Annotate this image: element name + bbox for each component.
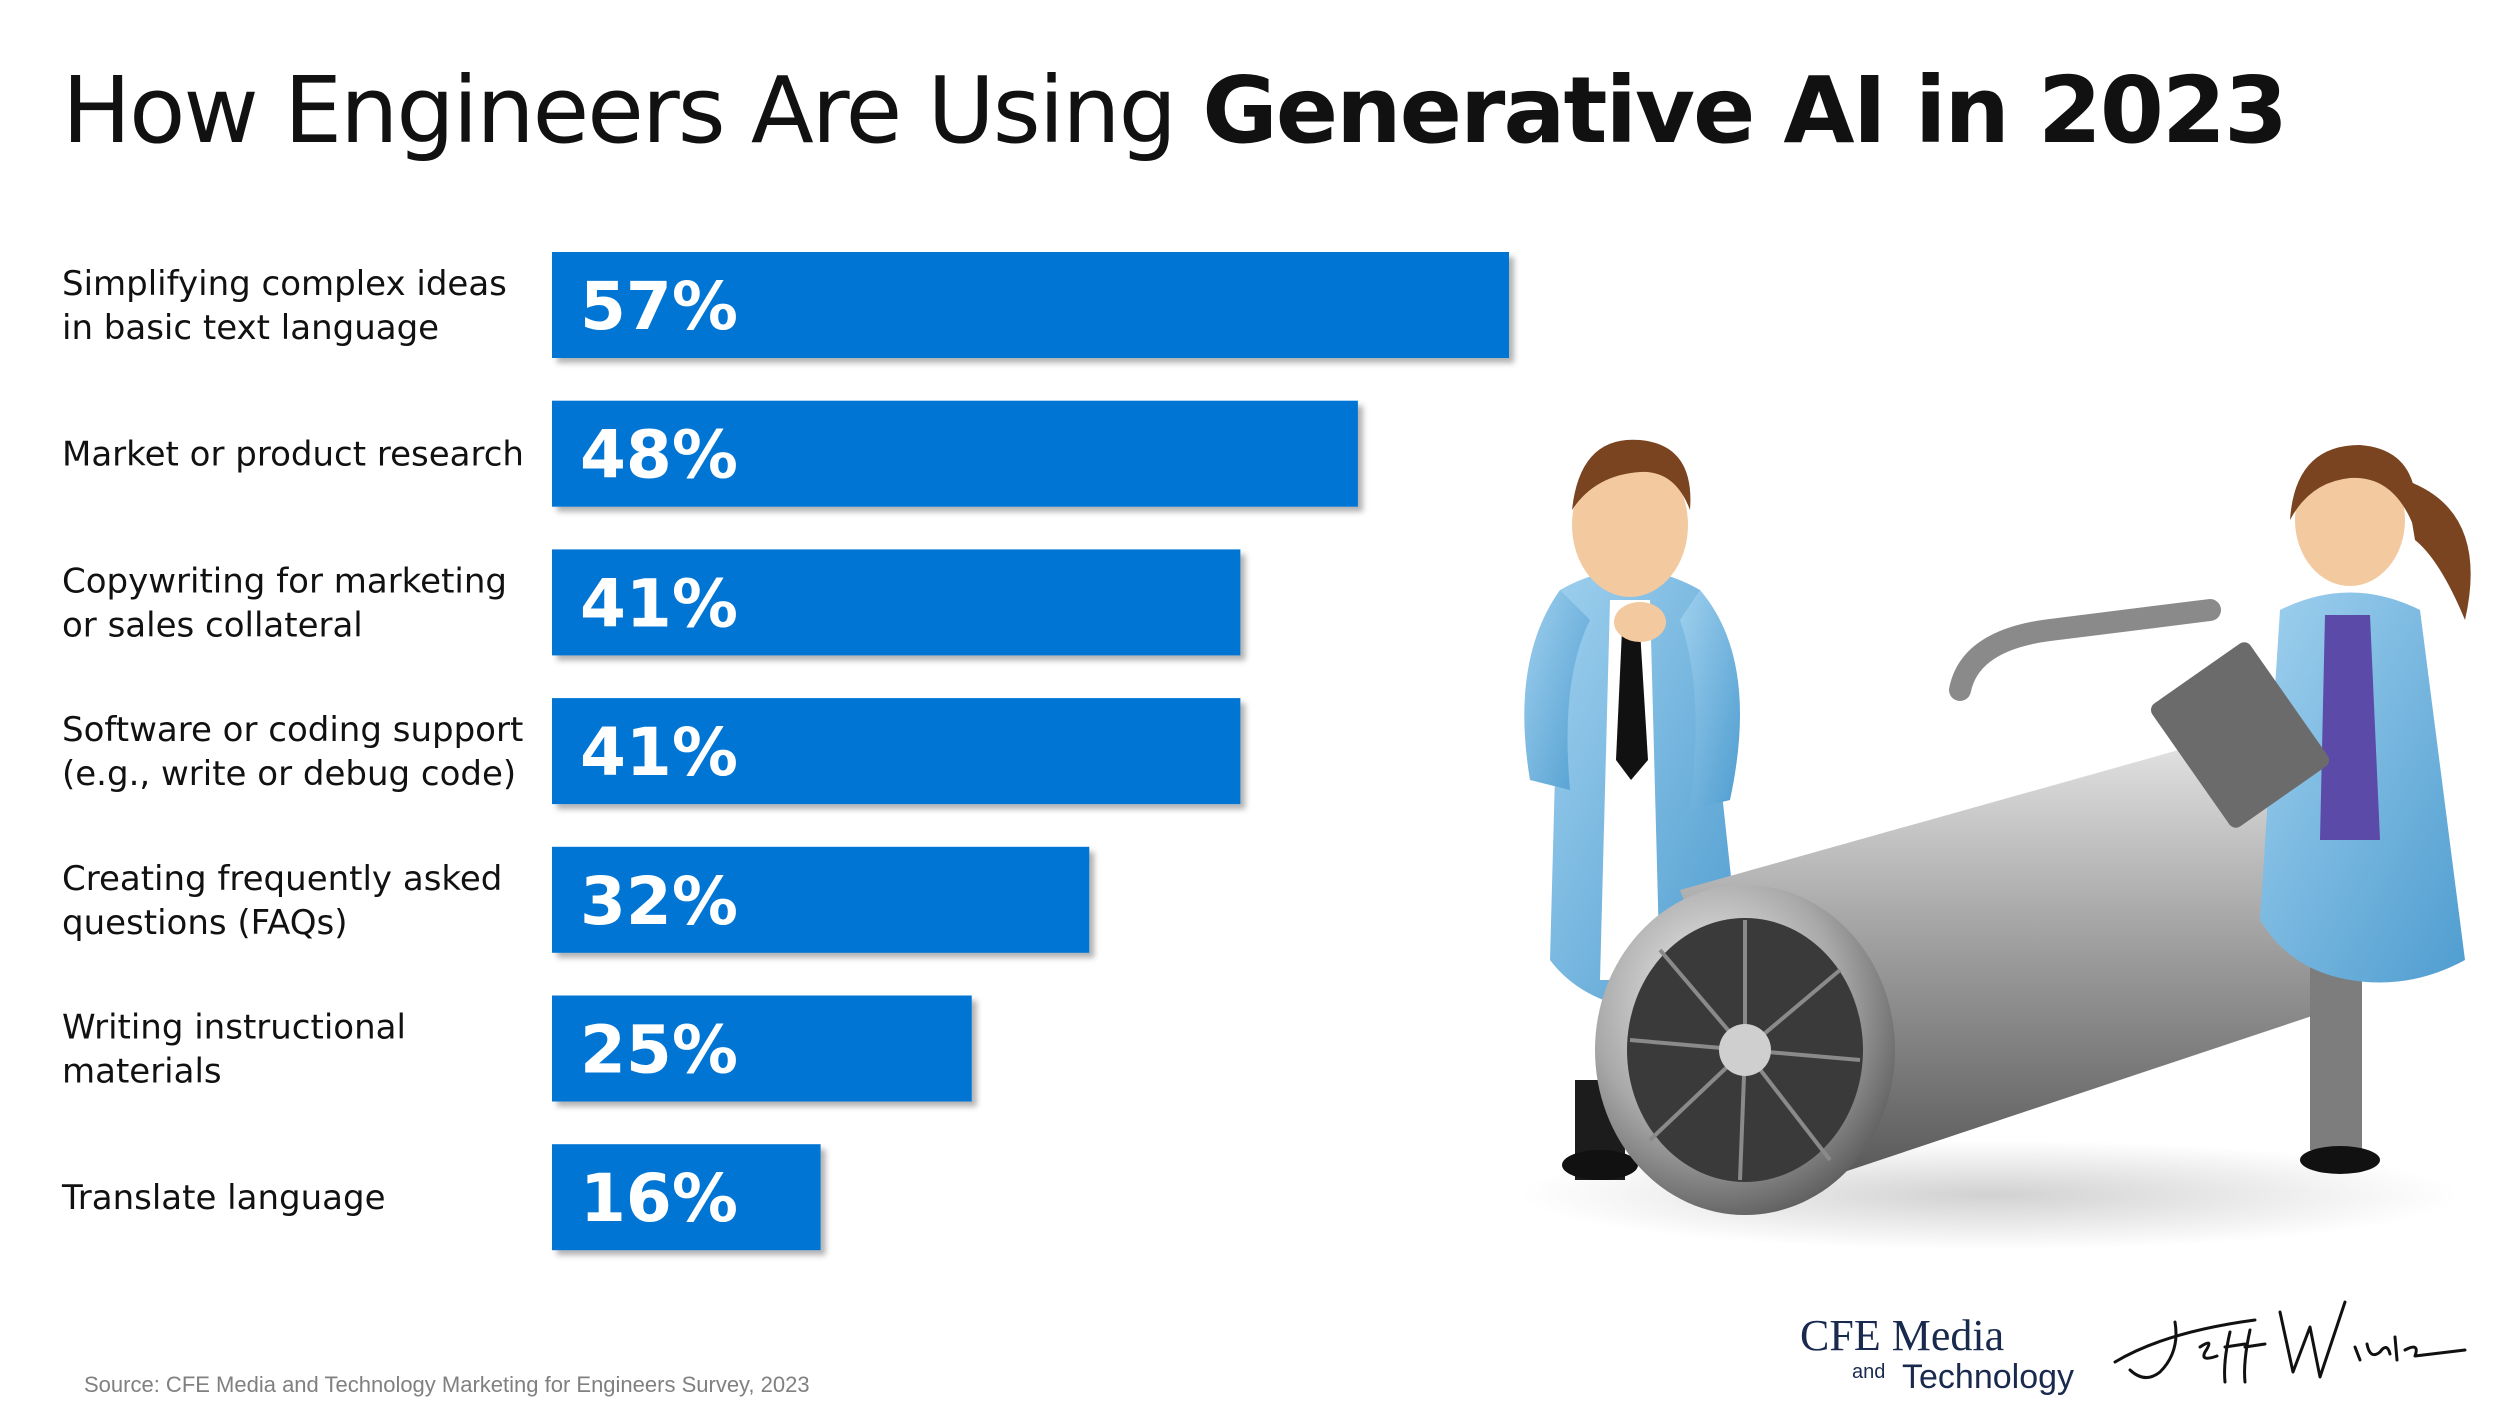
bar-4 [552,698,1241,805]
bar-value-label-7: 16% [580,1160,738,1237]
category-label-3: Copywriting for marketing or sales collat… [62,561,507,645]
logo-and: and [1852,1361,1885,1383]
category-label-6: Writing instructional materials [62,1008,406,1092]
bar-6 [552,995,972,1102]
category-label-4: Software or coding support (e.g., write o… [62,710,523,794]
bar-1 [552,252,1509,358]
female-engineer-figure [2150,445,2471,1174]
bar-value-label-5: 32% [580,863,738,940]
category-label-7: Translate language [61,1178,385,1218]
engineers-jet-engine-illustration [1520,439,2471,1250]
title-prefix: How Engineers Are Using [62,57,1203,164]
bar-value-label-6: 25% [580,1012,738,1089]
bar-value-label-2: 48% [580,417,738,494]
bar-value-label-4: 41% [580,714,738,791]
jet-engine [1595,599,2361,1215]
page-title: How Engineers Are Using Generative AI in… [62,57,2288,164]
bar-value-label-3: 41% [580,565,738,642]
signature [2113,1300,2467,1384]
title-emphasis: Generative AI in 2023 [1202,57,2288,164]
bar-3 [552,549,1241,656]
category-label-5: Creating frequently asked questions (FAQs… [62,859,502,943]
bar-7 [552,1144,821,1251]
bar-5 [552,846,1090,953]
source-note: Source: CFE Media and Technology Marketi… [84,1372,810,1397]
cfe-media-logo: CFE Media and Technology [1800,1316,2074,1396]
logo-line2: Technology [1902,1358,2074,1396]
bar-2 [552,400,1358,507]
bar-chart: 57% Simplifying complex ideas in basic tex… [61,252,1509,1251]
bar-value-label-1: 57% [580,268,738,345]
logo-line1: CFE Media [1800,1316,2004,1360]
category-label-1: Simplifying complex ideas in basic text l… [62,264,507,348]
category-label-2: Market or product research [62,435,524,475]
